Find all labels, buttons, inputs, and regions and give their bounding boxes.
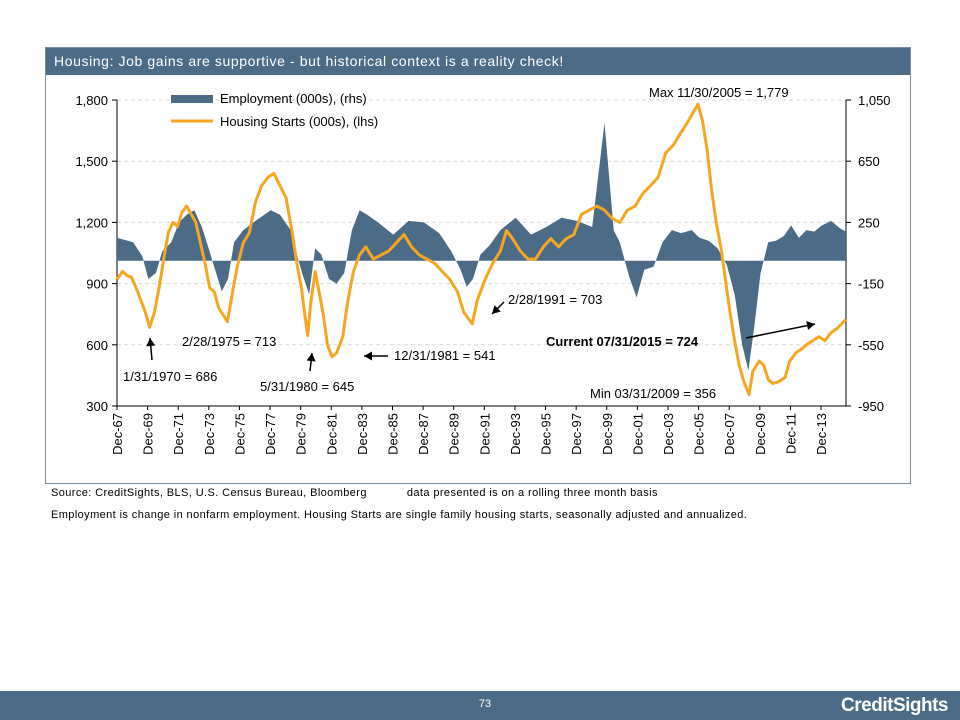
source-note: Source: CreditSights, BLS, U.S. Census B… [51, 487, 658, 499]
right-axis-tick-label: -150 [858, 277, 884, 292]
x-axis-tick-label: Dec-91 [477, 413, 492, 455]
right-axis-tick-label: 1,050 [858, 93, 891, 108]
annotation-1980: 5/31/1980 = 645 [260, 379, 354, 394]
legend-label-employment: Employment (000s), (rhs) [220, 91, 367, 106]
annotation-1970: 1/31/1970 = 686 [123, 369, 217, 384]
x-axis-tick-label: Dec-77 [263, 413, 278, 455]
x-axis-tick-label: Dec-79 [294, 413, 309, 455]
x-axis-tick-label: Dec-03 [661, 413, 676, 455]
x-axis-tick-label: Dec-97 [569, 413, 584, 455]
arrow-1980-head [306, 353, 316, 362]
right-axis-tick-label: 250 [858, 215, 880, 230]
page-number: 73 [478, 698, 492, 710]
chart: 1,800 1,500 1,200 900 600 300 1,050 650 250 -150 -… [75, 85, 891, 455]
chart-frame: Housing: Job gains are supportive - but … [45, 47, 911, 484]
arrow-1981-head [364, 351, 372, 361]
annotation-1991: 2/28/1991 = 703 [508, 292, 602, 307]
x-axis-tick-label: Dec-75 [232, 413, 247, 455]
annotation-current: Current 07/31/2015 = 724 [546, 334, 699, 349]
left-axis-tick-label: 1,800 [75, 93, 108, 108]
arrow-1991-head [492, 305, 501, 314]
x-axis-tick-label: Dec-87 [416, 413, 431, 455]
x-axis-tick-label: Dec-71 [171, 413, 186, 455]
chart-title: Housing: Job gains are supportive - but … [54, 53, 564, 69]
x-axis-tick-label: Dec-81 [324, 413, 339, 455]
right-axis-tick-label: -950 [858, 399, 884, 414]
arrow-1970-head [146, 338, 156, 347]
x-axis-tick-label: Dec-09 [753, 413, 768, 455]
right-axis-tick-label: -550 [858, 338, 884, 353]
left-axis-tick-label: 1,500 [75, 154, 108, 169]
annotation-1981: 12/31/1981 = 541 [394, 348, 496, 363]
x-axis-tick-label: Dec-11 [783, 413, 798, 454]
arrow-current-shaft [745, 323, 816, 339]
annotation-max: Max 11/30/2005 = 1,779 [649, 85, 789, 100]
x-axis-tick-label: Dec-05 [692, 413, 707, 455]
right-axis-tick-label: 650 [858, 154, 880, 169]
source-text: Source: CreditSights, BLS, U.S. Census B… [51, 487, 367, 499]
housing-starts-line [115, 102, 848, 397]
chart-title-bar: Housing: Job gains are supportive - but … [46, 48, 910, 75]
legend-swatch-employment [171, 95, 213, 103]
basis-text: data presented is on a rolling three mon… [406, 487, 658, 499]
x-axis-tick-label: Dec-13 [814, 413, 829, 455]
left-axis-tick-label: 300 [86, 399, 108, 414]
x-axis-tick-label: Dec-85 [385, 413, 400, 455]
x-axis-tick-label: Dec-69 [141, 413, 156, 455]
annotation-min: Min 03/31/2009 = 356 [590, 386, 716, 401]
x-axis-tick-label: Dec-07 [722, 413, 737, 455]
arrow-current-head [806, 321, 815, 331]
legend-label-housing: Housing Starts (000s), (lhs) [220, 114, 378, 129]
x-axis-tick-label: Dec-73 [202, 413, 217, 455]
employment-area [117, 122, 846, 371]
x-axis-tick-label: Dec-93 [508, 413, 523, 455]
x-axis-tick-label: Dec-67 [110, 413, 125, 455]
left-axis-tick-label: 1,200 [75, 215, 108, 230]
footer-bar: 73 CreditSights [0, 691, 960, 720]
x-axis-tick-label: Dec-89 [447, 413, 462, 455]
x-axis-tick-label: Dec-95 [539, 413, 554, 455]
brand-logo: CreditSights [841, 695, 948, 716]
left-axis-tick-label: 600 [86, 338, 108, 353]
x-axis-tick-label: Dec-99 [600, 413, 615, 455]
x-axis-tick-label: Dec-01 [630, 413, 645, 455]
definition-note: Employment is change in nonfarm employme… [51, 509, 748, 521]
annotation-1975: 2/28/1975 = 713 [182, 334, 276, 349]
x-axis-tick-label: Dec-83 [355, 413, 370, 455]
left-axis-tick-label: 900 [86, 277, 108, 292]
